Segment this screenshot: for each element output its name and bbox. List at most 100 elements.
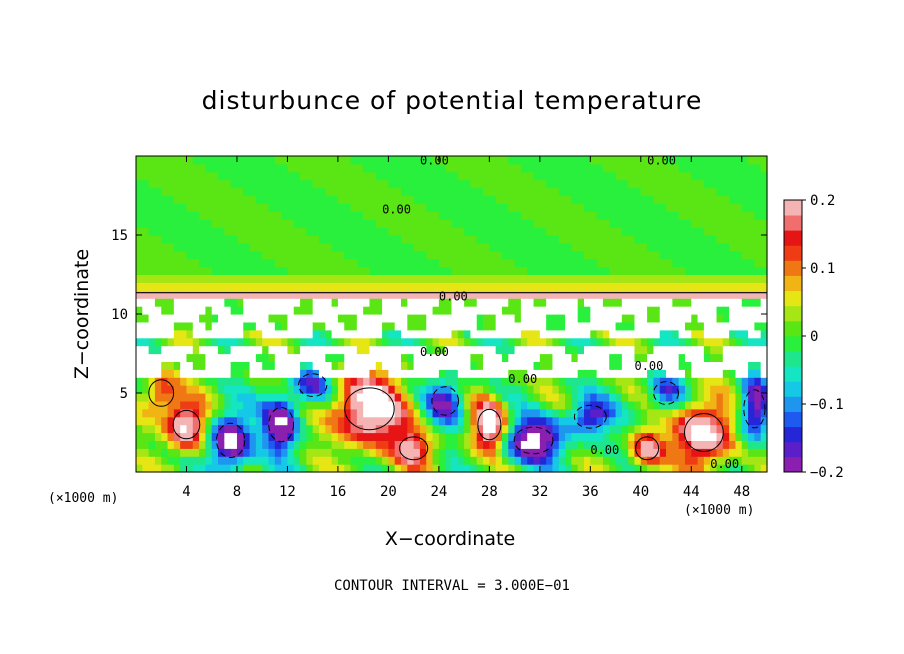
heatmap-cell: [495, 187, 503, 197]
heatmap-cell: [419, 290, 427, 299]
heatmap-cell: [438, 400, 446, 410]
heatmap-cell: [735, 282, 743, 291]
heatmap-cell: [476, 187, 484, 197]
heatmap-cell: [546, 298, 554, 307]
heatmap-cell: [659, 298, 667, 307]
heatmap-cell: [268, 440, 276, 449]
heatmap-cell: [552, 195, 560, 204]
heatmap-cell: [640, 266, 648, 276]
heatmap-cell: [703, 290, 711, 299]
heatmap-cell: [419, 448, 427, 457]
colorbar-segment: [784, 305, 802, 322]
heatmap-cell: [154, 227, 162, 236]
heatmap-cell: [596, 385, 604, 394]
heatmap-cell: [186, 242, 194, 252]
heatmap-cell: [230, 416, 238, 426]
heatmap-cell: [142, 187, 150, 197]
heatmap-cell: [634, 298, 642, 307]
heatmap-cell: [678, 440, 686, 449]
heatmap-cell: [236, 274, 244, 283]
heatmap-cell: [672, 227, 680, 236]
heatmap-cell: [552, 235, 560, 244]
heatmap-cell: [615, 163, 623, 173]
heatmap-cell: [331, 219, 339, 228]
heatmap-cell: [621, 187, 629, 197]
heatmap-cell: [527, 456, 535, 465]
heatmap-cell: [501, 456, 509, 465]
heatmap-cell: [136, 464, 143, 473]
heatmap-cell: [344, 369, 352, 378]
heatmap-cell: [527, 242, 535, 252]
heatmap-cell: [552, 337, 560, 347]
heatmap-cell: [697, 314, 705, 323]
heatmap-cell: [218, 179, 225, 189]
heatmap-cell: [312, 361, 320, 370]
heatmap-cell: [230, 432, 238, 441]
heatmap-cell: [735, 235, 743, 244]
heatmap-cell: [716, 250, 724, 260]
heatmap-cell: [621, 408, 629, 418]
heatmap-cell: [407, 464, 415, 473]
heatmap-cell: [647, 258, 655, 268]
heatmap-cell: [495, 250, 503, 260]
heatmap-cell: [413, 329, 421, 339]
heatmap-cell: [148, 227, 156, 236]
heatmap-cell: [394, 321, 402, 331]
heatmap-cell: [325, 219, 333, 228]
heatmap-cell: [628, 408, 636, 418]
heatmap-cell: [602, 385, 610, 394]
heatmap-cell: [691, 361, 699, 370]
heatmap-cell: [647, 195, 655, 204]
heatmap-cell: [584, 314, 591, 323]
heatmap-cell: [741, 258, 749, 268]
heatmap-cell: [325, 314, 333, 323]
heatmap-cell: [552, 266, 560, 276]
heatmap-cell: [590, 203, 598, 212]
heatmap-cell: [508, 227, 516, 236]
heatmap-cell: [602, 337, 610, 347]
heatmap-cell: [483, 432, 490, 441]
heatmap-cell: [647, 377, 655, 386]
heatmap-cell: [470, 361, 478, 370]
heatmap-cell: [628, 282, 636, 291]
heatmap-cell: [760, 258, 768, 268]
heatmap-cell: [659, 393, 667, 402]
heatmap-cell: [344, 345, 352, 355]
heatmap-cell: [476, 282, 484, 291]
heatmap-cell: [432, 314, 440, 323]
heatmap-cell: [192, 337, 200, 347]
heatmap-cell: [293, 227, 301, 236]
heatmap-cell: [445, 235, 453, 244]
heatmap-cell: [501, 282, 509, 291]
heatmap-cell: [539, 258, 547, 268]
heatmap-cell: [167, 274, 175, 283]
heatmap-cell: [432, 250, 440, 260]
heatmap-cell: [142, 298, 150, 307]
heatmap-cell: [748, 385, 755, 394]
heatmap-cell: [539, 187, 547, 197]
heatmap-cell: [464, 361, 472, 370]
x-axis-label: X−coordinate: [384, 528, 516, 550]
heatmap-cell: [445, 179, 453, 189]
heatmap-cell: [236, 219, 244, 228]
heatmap-cell: [640, 227, 648, 236]
heatmap-cell: [527, 314, 535, 323]
heatmap-cell: [748, 314, 755, 323]
heatmap-cell: [224, 171, 232, 181]
heatmap-cell: [596, 298, 604, 307]
heatmap-cell: [281, 156, 289, 165]
heatmap-cell: [394, 282, 402, 291]
heatmap-cell: [476, 179, 484, 189]
heatmap-cell: [565, 156, 572, 165]
heatmap-cell: [218, 393, 225, 402]
heatmap-cell: [300, 361, 307, 370]
heatmap-cell: [666, 179, 673, 189]
heatmap-cell: [344, 211, 352, 220]
heatmap-cell: [748, 337, 755, 347]
heatmap-cell: [678, 290, 686, 299]
heatmap-cell: [716, 156, 724, 165]
heatmap-cell: [760, 282, 768, 291]
heatmap-cell: [413, 314, 421, 323]
heatmap-cell: [331, 235, 339, 244]
heatmap-cell: [211, 353, 219, 362]
